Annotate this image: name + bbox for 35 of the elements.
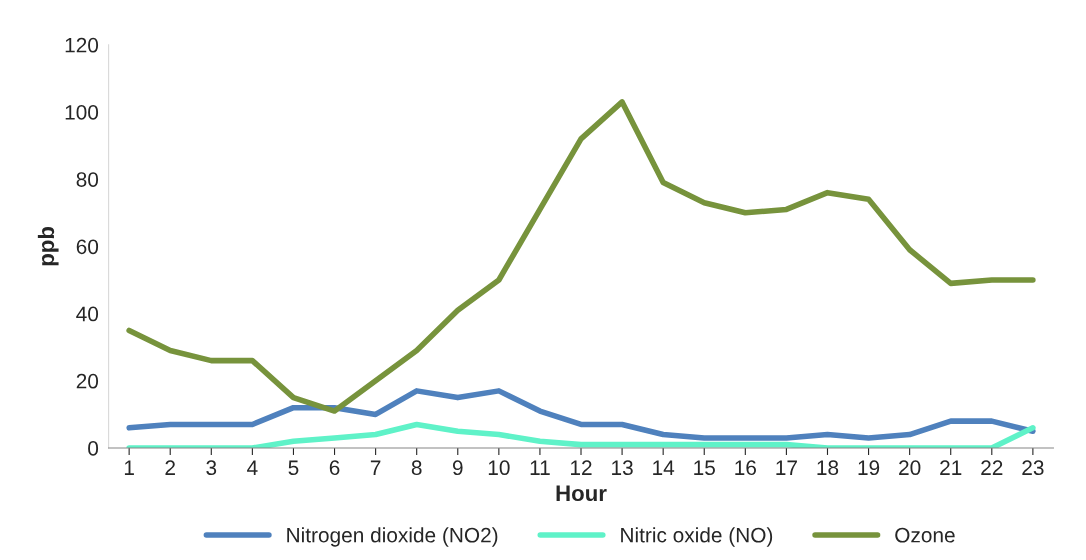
x-tick-label: 10: [488, 460, 510, 476]
x-tick-label: 7: [370, 460, 381, 475]
y-tick-label: 120: [65, 37, 99, 53]
x-tick-label: 19: [858, 460, 880, 476]
x-tick-label: 20: [899, 460, 921, 476]
y-tick-label: 60: [76, 239, 99, 255]
y-tick-label: 80: [76, 172, 99, 187]
legend-label: Nitric oxide (NO): [621, 527, 773, 547]
x-tick-label: 2: [165, 460, 175, 475]
legend-label: Ozone: [895, 527, 955, 543]
x-tick-label: 14: [653, 460, 675, 475]
y-tick-label: 20: [76, 373, 99, 389]
x-tick-label: 17: [776, 460, 797, 475]
y-axis-title: ppb: [37, 226, 59, 266]
x-tick-label: 5: [288, 460, 299, 476]
x-axis-title: Hour: [556, 485, 607, 502]
x-tick-label: 3: [206, 460, 217, 476]
legend-label: Nitrogen dioxide (NO2): [287, 527, 498, 547]
y-tick-label: 0: [88, 441, 99, 456]
x-tick-label: 18: [817, 460, 839, 476]
x-tick-label: 4: [247, 460, 258, 475]
y-tick-label: 100: [65, 105, 99, 120]
x-tick-label: 21: [940, 460, 962, 475]
x-tick-label: 22: [981, 460, 1003, 475]
x-tick-label: 1: [124, 460, 134, 475]
x-tick-label: 16: [735, 460, 756, 476]
y-tick-label: 40: [76, 306, 99, 322]
x-tick-label: 6: [329, 460, 340, 476]
x-tick-label: 8: [411, 460, 422, 476]
x-tick-label: 9: [452, 460, 463, 476]
x-tick-label: 23: [1022, 460, 1044, 476]
x-tick-label: 15: [694, 460, 715, 476]
x-tick-label: 11: [530, 460, 550, 475]
x-tick-label: 13: [612, 460, 633, 476]
x-tick-label: 12: [571, 460, 592, 475]
